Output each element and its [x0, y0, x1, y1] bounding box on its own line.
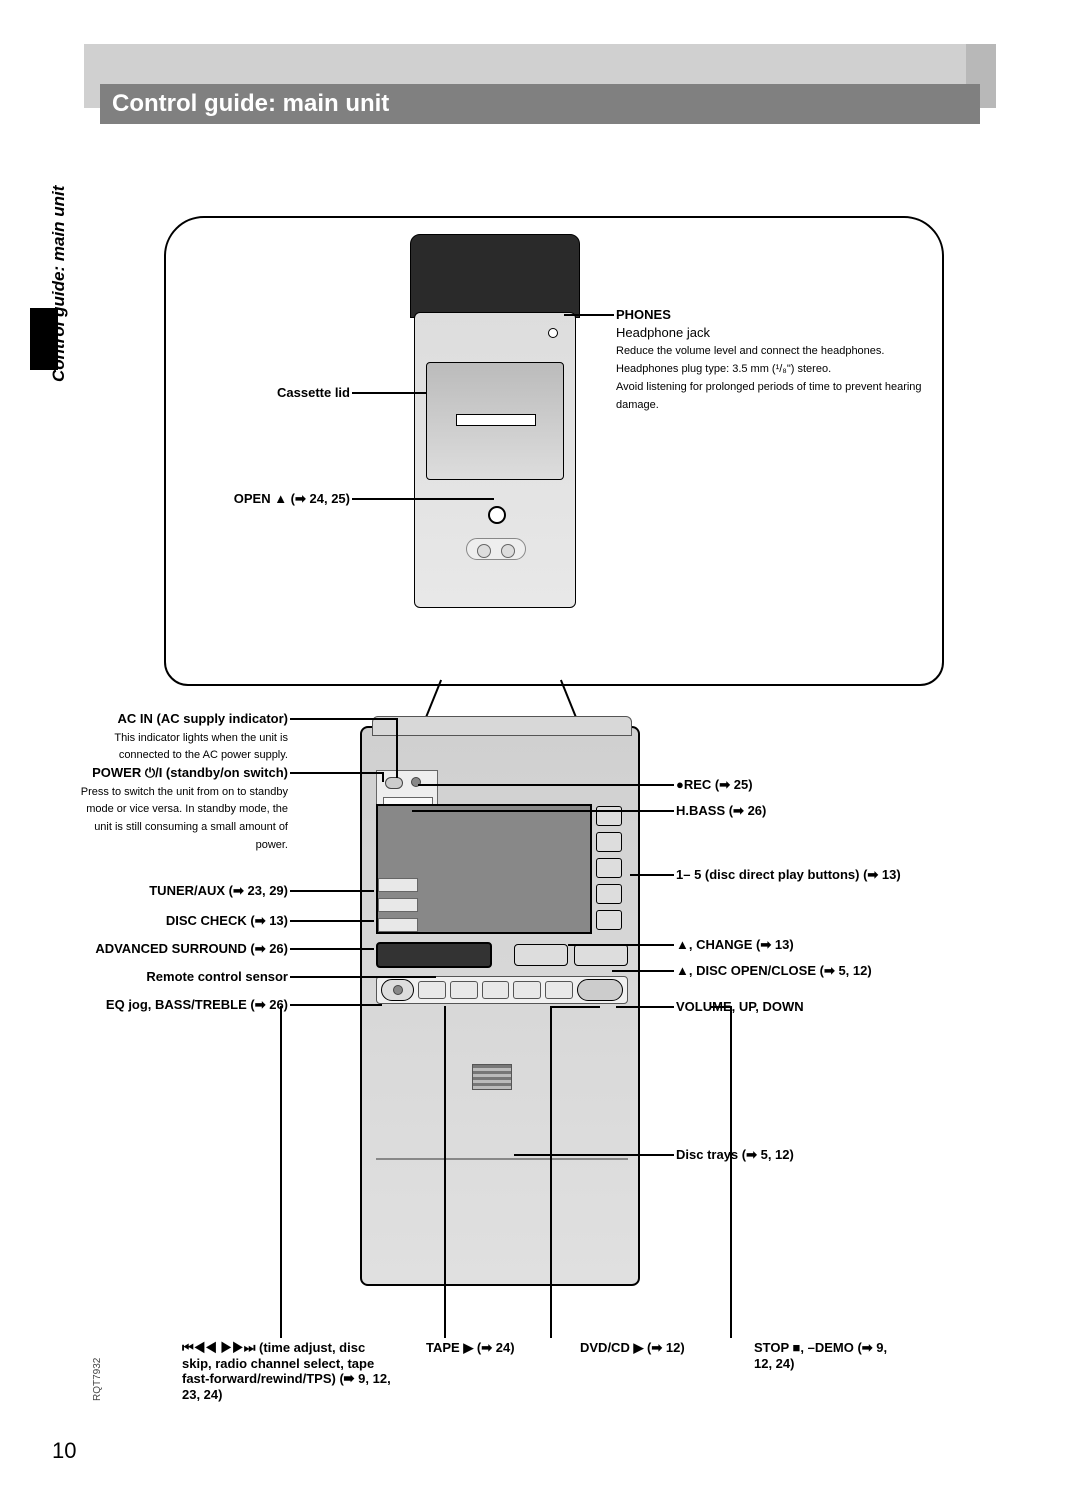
disc-button-1: [596, 806, 622, 826]
disc-button-5: [596, 910, 622, 930]
label-volume: VOLUME, UP, DOWN: [676, 998, 804, 1016]
leader-dvd: [550, 1006, 552, 1338]
power-switch-icon: [385, 777, 403, 789]
leader-ac-in-v: [396, 718, 398, 778]
leader-tape: [444, 1006, 446, 1338]
label-phones: PHONES Headphone jack Reduce the volume …: [616, 306, 930, 412]
leader-phones: [564, 314, 614, 316]
side-section-label: Control guide: main unit: [49, 186, 69, 382]
label-cassette-lid: Cassette lid: [204, 384, 350, 402]
bottom-label-row: ⏮◀◀ ▶▶⏭ (time adjust, disc skip, radio c…: [182, 1340, 942, 1430]
unit-hood: [410, 234, 580, 318]
cassette-unit-illustration: [410, 234, 580, 614]
label-remote-sensor: Remote control sensor: [78, 968, 288, 986]
disc-button-2: [596, 832, 622, 852]
label-power: POWER ⏻/I (standby/on switch) Press to s…: [78, 764, 288, 853]
skip-back-icon: [418, 981, 446, 999]
leader-stop-h1: [580, 1006, 600, 1008]
label-change: ▲, CHANGE (➡ 13): [676, 936, 794, 954]
label-adv-surround: ADVANCED SURROUND (➡ 26): [58, 940, 288, 958]
label-tape: TAPE ▶ (➡ 24): [426, 1340, 546, 1430]
leader-time-adjust: [280, 1006, 282, 1338]
disc-tray-line: [376, 1158, 628, 1160]
eq-jog-icon: [381, 979, 414, 1001]
main-diagram: Cassette lid OPEN ▲ (➡ 24, 25) PHONES He…: [150, 180, 960, 1420]
disc-check-btn-icon: [378, 898, 418, 912]
disc-direct-buttons: [596, 802, 626, 936]
label-hbass: H.BASS (➡ 26): [676, 802, 766, 820]
leader-tuner: [290, 890, 374, 892]
control-strip: [376, 976, 628, 1004]
disc-button-3: [596, 858, 622, 878]
label-eq-jog: EQ jog, BASS/TREBLE (➡ 26): [58, 996, 288, 1014]
phones-jack-icon: [548, 328, 558, 338]
label-ac-in: AC IN (AC supply indicator) This indicat…: [78, 710, 288, 763]
open-button-icon: [488, 506, 506, 524]
leader-rec: [418, 784, 674, 786]
leader-remote-sensor: [290, 976, 436, 978]
label-open: OPEN ▲ (➡ 24, 25): [186, 490, 350, 508]
label-stop-demo: STOP ■, –DEMO (➡ 9, 12, 24): [754, 1340, 904, 1430]
label-rec: ●REC (➡ 25): [676, 776, 753, 794]
leader-disc-open: [612, 970, 674, 972]
dual-button-icon: [466, 538, 526, 560]
label-disc-open: ▲, DISC OPEN/CLOSE (➡ 5, 12): [676, 962, 936, 980]
change-button-icon: [514, 944, 568, 966]
label-disc-trays: Disc trays (➡ 5, 12): [676, 1146, 794, 1164]
secondary-display: [376, 942, 492, 968]
leader-direct-play: [630, 874, 674, 876]
leader-disc-check: [290, 920, 374, 922]
disc-open-button-icon: [574, 944, 628, 966]
volume-control-icon: [577, 979, 623, 1001]
leader-stop-h2: [710, 1006, 730, 1008]
left-small-buttons: [378, 878, 418, 932]
cassette-slot: [456, 414, 536, 426]
label-disc-check: DISC CHECK (➡ 13): [78, 912, 288, 930]
leader-dvd-h: [550, 1006, 580, 1008]
adv-surround-btn-icon: [378, 918, 418, 932]
leader-change: [568, 944, 674, 946]
label-dvd-cd: DVD/CD ▶ (➡ 12): [580, 1340, 720, 1430]
dvd-play-icon: [513, 981, 541, 999]
label-direct-play: 1– 5 (disc direct play buttons) (➡ 13): [676, 866, 926, 884]
disc-tray-slot: [472, 1064, 512, 1090]
disc-button-4: [596, 884, 622, 904]
tape-play-icon: [482, 981, 510, 999]
leader-volume: [616, 1006, 674, 1008]
stop-icon: [545, 981, 573, 999]
leader-open: [352, 498, 494, 500]
leader-power-v: [382, 772, 384, 782]
leader-power: [290, 772, 382, 774]
leader-disc-trays: [514, 1154, 674, 1156]
rec-indicator-icon: [411, 777, 421, 787]
page-title: Control guide: main unit: [100, 84, 980, 124]
skip-fwd-icon: [450, 981, 478, 999]
document-code: RQT7932: [92, 1358, 103, 1401]
leader-hbass: [412, 810, 674, 812]
leader-ac-in: [290, 718, 396, 720]
tuner-aux-btn-icon: [378, 878, 418, 892]
leader-stop: [730, 1006, 732, 1338]
leader-cassette-lid: [352, 392, 426, 394]
leader-adv-surround: [290, 948, 374, 950]
leader-eq-jog: [290, 1004, 382, 1006]
upper-callout-box: Cassette lid OPEN ▲ (➡ 24, 25) PHONES He…: [164, 216, 944, 686]
page-number: 10: [52, 1438, 76, 1464]
label-tuner-aux: TUNER/AUX (➡ 23, 29): [78, 882, 288, 900]
label-time-adjust: ⏮◀◀ ▶▶⏭ (time adjust, disc skip, radio c…: [182, 1340, 392, 1430]
unit-top-lip: [372, 716, 632, 736]
